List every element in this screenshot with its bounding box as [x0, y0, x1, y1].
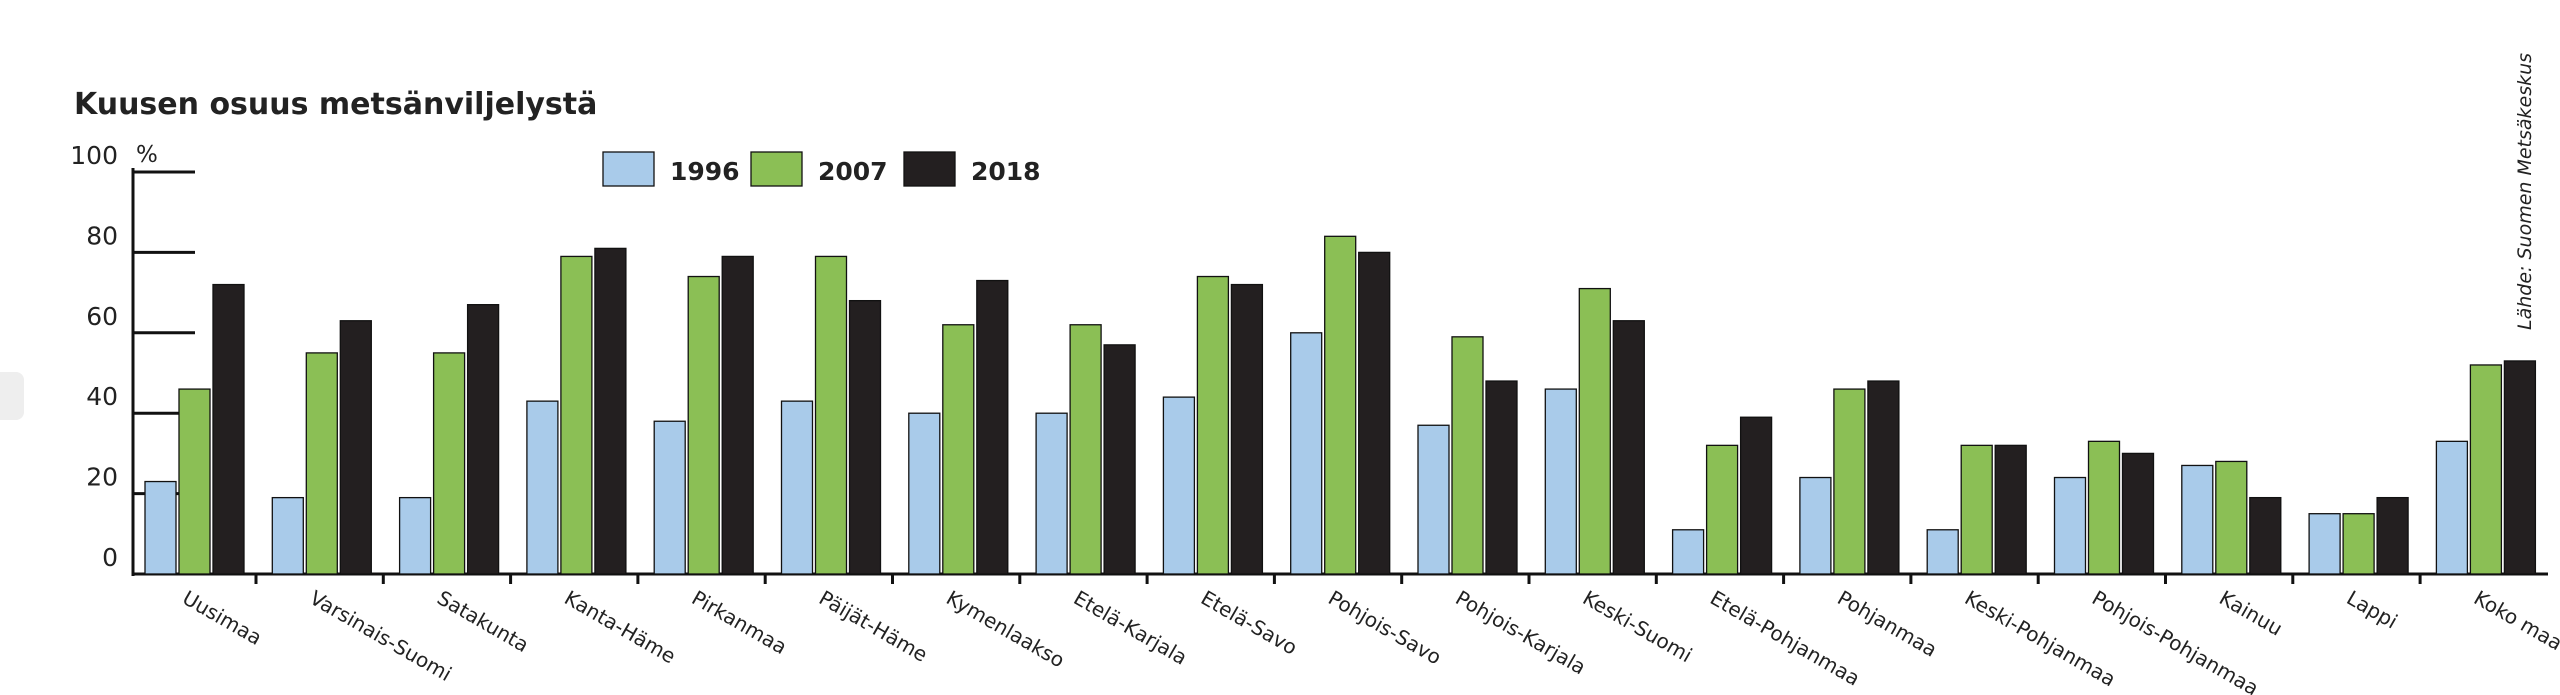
bar-2018 — [2249, 496, 2282, 575]
legend-swatch-2018 — [903, 151, 956, 187]
x-tick-label: Päijät-Häme — [815, 586, 932, 667]
bar-2007 — [687, 275, 720, 575]
bar-1996 — [398, 496, 432, 575]
bar-2007 — [2342, 513, 2375, 575]
legend-label-2007: 2007 — [818, 157, 888, 186]
x-tick-label: Etelä-Karjala — [1070, 586, 1192, 670]
y-axis-unit: % — [136, 142, 158, 168]
bar-1996 — [271, 496, 304, 575]
bar-2018 — [1612, 320, 1645, 575]
bar-2018 — [2121, 452, 2155, 575]
x-tick-label: Kainuu — [2215, 586, 2286, 641]
bar-2018 — [976, 279, 1009, 575]
bar-1996 — [1290, 332, 1323, 575]
bar-2007 — [560, 255, 593, 575]
bar-1996 — [1926, 529, 1959, 575]
x-tick-label: Lappi — [2343, 586, 2402, 634]
x-tick-label: Etelä-Savo — [1197, 586, 1302, 660]
bar-2018 — [1358, 251, 1391, 575]
y-tick-label: 100 — [70, 141, 118, 170]
x-tick-label: Uusimaa — [179, 586, 267, 650]
bar-2018 — [1230, 283, 1264, 575]
bar-2018 — [1867, 380, 1900, 575]
bar-1996 — [1799, 476, 1832, 575]
bar-1996 — [653, 420, 686, 575]
bar-1996 — [1544, 388, 1577, 575]
bar-1996 — [2308, 513, 2341, 575]
bar-2007 — [1451, 336, 1484, 575]
bar-2018 — [2376, 496, 2409, 575]
x-tick-label: Kanta-Häme — [560, 586, 679, 669]
x-tick-label: Pohjois-Karjala — [1452, 586, 1591, 680]
x-tick-label: Pirkanmaa — [688, 586, 791, 660]
bar-1996 — [780, 400, 814, 575]
bar-2007 — [1705, 444, 1739, 575]
bar-2007 — [1196, 275, 1230, 575]
x-tick-label: Pohjanmaa — [1833, 586, 1941, 662]
bar-1996 — [908, 412, 941, 575]
y-tick-label: 0 — [102, 543, 118, 572]
bar-2007 — [178, 388, 211, 575]
bar-2007 — [1069, 324, 1102, 575]
bar-2018 — [1485, 380, 1518, 575]
source-note: Lähde: Suomen Metsäkeskus — [2514, 53, 2536, 330]
bar-1996 — [1162, 396, 1196, 575]
x-tick-label: Pohjois-Savo — [1324, 586, 1445, 670]
x-tick-label: Kymenlaakso — [942, 586, 1069, 673]
y-tick-label: 20 — [86, 463, 118, 492]
y-tick-label: 60 — [86, 302, 118, 331]
bar-2018 — [1739, 416, 1773, 575]
legend-swatch-1996 — [602, 151, 655, 187]
bar-2007 — [1324, 235, 1357, 575]
bars — [144, 235, 2537, 575]
legend: 1996 2007 2018 — [602, 151, 1041, 187]
bar-2018 — [466, 304, 500, 575]
bar-2018 — [212, 283, 245, 575]
bar-1996 — [526, 400, 559, 575]
bar-2007 — [432, 352, 466, 575]
bar-2007 — [942, 324, 975, 575]
bar-2018 — [2503, 360, 2537, 575]
bar-2007 — [2087, 440, 2121, 575]
bar-2018 — [594, 247, 627, 575]
bar-2018 — [848, 299, 882, 575]
bar-1996 — [2053, 476, 2087, 575]
legend-swatch-2007 — [750, 151, 803, 187]
y-tick-label: 40 — [86, 382, 118, 411]
legend-label-1996: 1996 — [670, 157, 740, 186]
bar-2007 — [814, 255, 848, 575]
bar-2018 — [339, 320, 372, 575]
bar-2007 — [2215, 460, 2248, 575]
bar-2007 — [1833, 388, 1866, 575]
chart-title: Kuusen osuus metsänviljelystä — [74, 87, 597, 122]
bar-2007 — [2469, 364, 2503, 575]
bar-2007 — [1578, 287, 1611, 575]
x-tick-label: Satakunta — [433, 586, 533, 658]
bar-2007 — [1960, 444, 1993, 575]
legend-label-2018: 2018 — [971, 157, 1041, 186]
bar-1996 — [2181, 464, 2214, 575]
bar-2018 — [721, 255, 754, 575]
x-tick-label: Koko maa — [2470, 586, 2560, 656]
side-panel-tab[interactable] — [0, 372, 24, 420]
bar-1996 — [1671, 529, 1705, 575]
bar-1996 — [1417, 424, 1450, 575]
bar-2018 — [1103, 344, 1136, 575]
bar-2018 — [1994, 444, 2027, 575]
bar-1996 — [1035, 412, 1068, 575]
x-tick-label: Varsinais-Suomi — [306, 586, 456, 686]
x-tick-label: Keski-Suomi — [1579, 586, 1697, 668]
bar-2007 — [305, 352, 338, 575]
bar-1996 — [144, 480, 177, 575]
bar-1996 — [2435, 440, 2469, 575]
y-tick-label: 80 — [86, 221, 118, 250]
